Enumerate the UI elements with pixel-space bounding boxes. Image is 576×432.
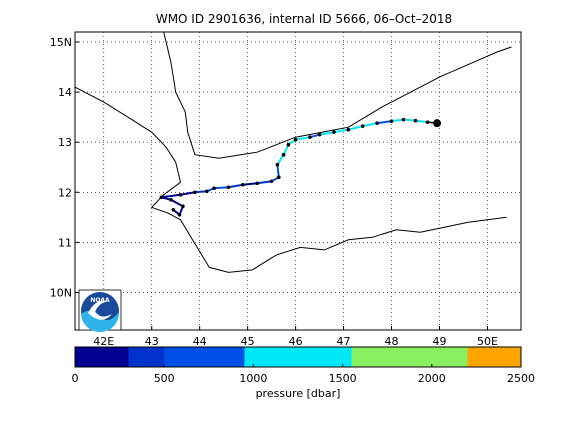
colorbar-tick-label: 500 bbox=[154, 372, 175, 385]
x-tick-label: 46 bbox=[289, 335, 303, 348]
coastline bbox=[163, 32, 512, 159]
trajectory-segment bbox=[242, 182, 258, 186]
x-tick-label: 43 bbox=[145, 335, 159, 348]
trajectory-segment bbox=[282, 144, 290, 156]
trajectory-segment bbox=[180, 191, 196, 196]
x-tick-label: 42E bbox=[93, 335, 114, 348]
colorbar-tick-label: 1500 bbox=[329, 372, 357, 385]
profile-position bbox=[205, 189, 209, 194]
profile-position bbox=[281, 152, 286, 157]
y-tick-label: 12 bbox=[58, 186, 72, 199]
colorbar-band bbox=[351, 347, 433, 367]
profile-position bbox=[360, 124, 365, 128]
trajectory-segment bbox=[257, 180, 272, 185]
profile-position bbox=[193, 190, 197, 195]
profile-position bbox=[413, 118, 418, 123]
noaa-logo-gull-icon bbox=[88, 301, 112, 320]
y-tick-label: 13 bbox=[58, 136, 72, 149]
profile-position bbox=[178, 192, 183, 197]
latitude-axis: 10N 11 12 13 14 15N bbox=[50, 36, 79, 299]
noaa-logo-sea bbox=[81, 310, 120, 333]
colorbar-ticks: 0 500 1000 1500 2000 2500 bbox=[72, 364, 535, 385]
x-tick-label: 50E bbox=[477, 335, 498, 348]
trajectory-segment bbox=[391, 118, 404, 123]
profile-position bbox=[308, 135, 312, 139]
profile-position bbox=[277, 175, 281, 180]
profile-position bbox=[286, 142, 291, 147]
colorbar-tick-label: 2500 bbox=[507, 372, 535, 385]
trajectory-segment bbox=[295, 136, 311, 141]
trajectory-segment bbox=[170, 198, 184, 208]
y-tick-label: 11 bbox=[58, 236, 72, 249]
x-tick-label: 44 bbox=[193, 335, 207, 348]
colorbar-tick-label: 0 bbox=[72, 372, 79, 385]
profile-position bbox=[177, 213, 182, 217]
map-panel: 42E 43 44 45 46 47 48 49 50E 10N 11 12 13 14 15N NOAA bbox=[50, 31, 522, 348]
profile-position bbox=[389, 119, 394, 123]
float-trajectory bbox=[159, 117, 442, 217]
trajectory-segment bbox=[333, 128, 349, 134]
profile-position bbox=[181, 204, 185, 209]
profile-position bbox=[401, 117, 406, 122]
trajectory-segment bbox=[319, 131, 335, 136]
colorbar-band bbox=[75, 347, 103, 367]
trajectory-segment bbox=[403, 118, 416, 122]
x-tick-label: 45 bbox=[241, 335, 255, 348]
trajectory-segment bbox=[276, 164, 280, 178]
longitude-axis: 42E 43 44 45 46 47 48 49 50E bbox=[93, 326, 498, 348]
coastlines bbox=[75, 32, 512, 273]
colorbar-label: pressure [dbar] bbox=[256, 387, 341, 400]
colorbar-band bbox=[101, 347, 130, 367]
trajectory-segment bbox=[214, 186, 229, 190]
y-tick-label: 14 bbox=[58, 86, 72, 99]
profile-position bbox=[317, 132, 322, 137]
profile-position bbox=[346, 127, 351, 132]
profile-position bbox=[171, 207, 176, 212]
trajectory-segment bbox=[348, 125, 363, 131]
colorbar-bands bbox=[75, 347, 522, 367]
x-tick-label: 47 bbox=[337, 335, 351, 348]
trajectory-segment bbox=[161, 193, 181, 199]
trajectory-segment bbox=[415, 119, 428, 124]
trajectory-segment bbox=[362, 122, 378, 128]
y-tick-label: 15N bbox=[50, 36, 72, 49]
x-tick-label: 48 bbox=[385, 335, 399, 348]
trajectory-segment bbox=[276, 154, 285, 166]
profile-position bbox=[375, 121, 379, 125]
noaa-logo: NOAA bbox=[78, 289, 122, 333]
last-position-marker bbox=[433, 119, 442, 128]
profile-position bbox=[332, 130, 336, 134]
y-tick-label: 10N bbox=[50, 286, 72, 299]
colorbar-tick-label: 1000 bbox=[239, 372, 267, 385]
colorbar-band bbox=[431, 347, 468, 367]
profile-position bbox=[241, 182, 245, 187]
x-tick-label: 49 bbox=[432, 335, 446, 348]
profile-position bbox=[212, 186, 216, 191]
trajectory-segment bbox=[376, 120, 392, 125]
profile-position bbox=[159, 195, 164, 200]
colorbar-tick-label: 2000 bbox=[418, 372, 446, 385]
map-frame bbox=[74, 31, 522, 331]
profile-position bbox=[226, 185, 231, 190]
profile-position bbox=[293, 137, 298, 142]
colorbar-frame bbox=[74, 346, 522, 368]
trajectory-segment bbox=[228, 183, 244, 189]
colorbar-band bbox=[128, 347, 165, 367]
figure-title: WMO ID 2901636, internal ID 5666, 06–Oct… bbox=[156, 12, 452, 26]
colorbar-band bbox=[164, 347, 245, 367]
coastline bbox=[75, 86, 507, 273]
colorbar-band bbox=[244, 347, 353, 367]
profile-position bbox=[169, 197, 173, 202]
profile-position bbox=[275, 162, 280, 167]
profile-position bbox=[255, 181, 260, 186]
colorbar-band bbox=[467, 347, 522, 367]
noaa-logo-text: NOAA bbox=[90, 297, 110, 304]
pressure-colorbar: 0 500 1000 1500 2000 2500 pressure [dbar] bbox=[72, 346, 535, 400]
profile-position bbox=[269, 179, 274, 184]
map-grid bbox=[75, 32, 521, 330]
trajectory-segment bbox=[194, 190, 207, 194]
